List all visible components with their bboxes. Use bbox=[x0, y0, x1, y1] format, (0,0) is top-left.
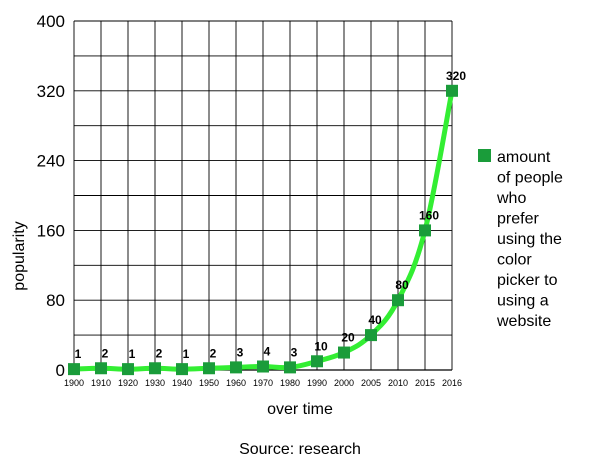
x-tick-label: 1940 bbox=[172, 378, 192, 388]
y-axis-ticks: 0 80 160 240 320 400 bbox=[37, 12, 65, 380]
legend-label: amount of people who prefer using the color pi… bbox=[496, 149, 563, 330]
y-tick-label: 240 bbox=[37, 152, 65, 171]
data-point-marker bbox=[122, 363, 134, 376]
data-label: 10 bbox=[314, 339, 328, 353]
data-label: 1 bbox=[75, 347, 82, 361]
data-label: 20 bbox=[341, 331, 355, 345]
x-tick-label: 2005 bbox=[361, 378, 381, 388]
data-label: 1 bbox=[183, 347, 190, 361]
data-point-marker bbox=[95, 362, 107, 375]
data-point-marker bbox=[68, 363, 80, 376]
y-tick-label: 80 bbox=[46, 291, 65, 310]
data-label: 40 bbox=[368, 313, 382, 327]
grid bbox=[73, 20, 453, 371]
y-tick-label: 400 bbox=[37, 12, 65, 31]
x-tick-label: 1930 bbox=[145, 378, 165, 388]
data-point-marker bbox=[419, 224, 431, 237]
data-label: 320 bbox=[446, 69, 466, 83]
data-label: 80 bbox=[395, 278, 409, 292]
x-tick-label: 2010 bbox=[388, 378, 408, 388]
x-tick-label: 2000 bbox=[334, 378, 354, 388]
data-label: 1 bbox=[129, 347, 136, 361]
data-point-marker bbox=[230, 361, 242, 374]
data-label: 2 bbox=[102, 346, 109, 360]
data-point-marker bbox=[338, 346, 350, 359]
y-axis-title: popularity bbox=[11, 221, 28, 290]
x-tick-label: 1980 bbox=[280, 378, 300, 388]
x-tick-label: 2016 bbox=[442, 378, 462, 388]
x-tick-label: 2015 bbox=[415, 378, 435, 388]
y-tick-label: 160 bbox=[37, 221, 65, 240]
x-tick-label: 1910 bbox=[91, 378, 111, 388]
y-tick-label: 320 bbox=[37, 82, 65, 101]
x-axis-ticks: 1900 1910 1920 1930 1940 1950 1960 1970 1980 1990… bbox=[64, 378, 462, 388]
x-tick-label: 1900 bbox=[64, 378, 84, 388]
data-markers bbox=[68, 84, 458, 376]
legend: amount of people who prefer using the color pi… bbox=[478, 149, 563, 330]
data-point-marker bbox=[257, 360, 269, 373]
y-tick-label: 0 bbox=[56, 361, 65, 380]
data-label: 4 bbox=[264, 345, 271, 359]
x-tick-label: 1950 bbox=[199, 378, 219, 388]
x-tick-label: 1920 bbox=[118, 378, 138, 388]
x-tick-label: 1990 bbox=[307, 378, 327, 388]
data-point-marker bbox=[446, 84, 458, 97]
x-tick-label: 1960 bbox=[226, 378, 246, 388]
legend-marker bbox=[478, 149, 491, 162]
data-point-marker bbox=[365, 329, 377, 342]
data-point-marker bbox=[392, 294, 404, 307]
x-axis-title: over time bbox=[267, 401, 333, 418]
data-point-marker bbox=[203, 362, 215, 375]
data-label: 2 bbox=[156, 346, 163, 360]
data-label: 3 bbox=[291, 345, 298, 359]
data-label: 2 bbox=[210, 346, 217, 360]
data-point-marker bbox=[311, 355, 323, 368]
x-tick-label: 1970 bbox=[253, 378, 273, 388]
data-label: 3 bbox=[237, 345, 244, 359]
data-point-marker bbox=[284, 361, 296, 374]
data-label: 160 bbox=[419, 208, 439, 222]
data-point-marker bbox=[149, 362, 161, 375]
source-caption: Source: research bbox=[239, 441, 361, 458]
data-labels: 1 2 1 2 1 2 3 4 3 10 20 40 80 160 320 bbox=[75, 69, 467, 361]
data-point-marker bbox=[176, 363, 188, 376]
